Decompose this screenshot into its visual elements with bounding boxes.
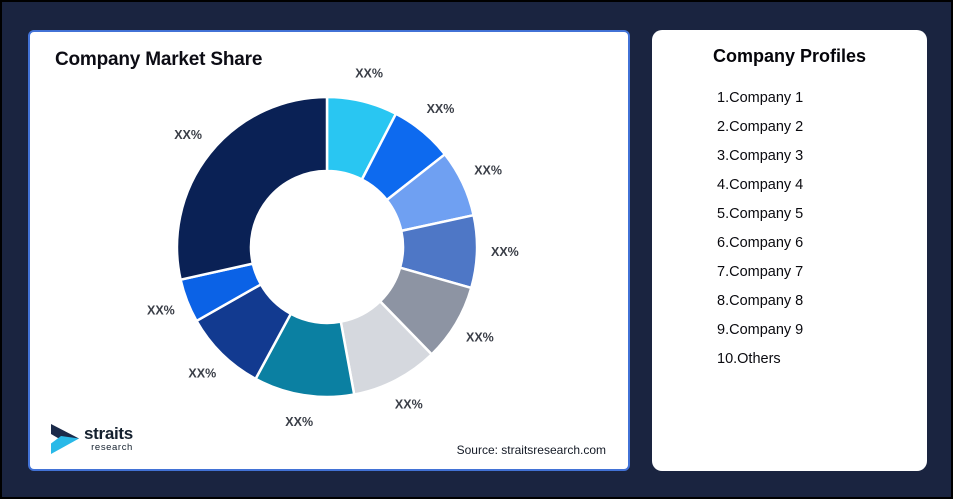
company-list-item: 3.Company 3 [717, 148, 804, 164]
company-list-item: 10.Others [717, 351, 781, 367]
segment-label-9: XX% [147, 303, 175, 317]
segment-label-7: XX% [285, 415, 313, 429]
company-list-item: 2.Company 2 [717, 119, 804, 135]
company-list-item: 4.Company 4 [717, 177, 804, 193]
company-list-item: 9.Company 9 [717, 322, 804, 338]
segment-label-8: XX% [188, 366, 216, 380]
donut-segment-10 [175, 95, 329, 281]
company-list-item: 6.Company 6 [717, 235, 804, 251]
straits-logo-icon [51, 424, 79, 454]
company-list: 1.Company 1 2.Company 2 3.Company 3 4.Compa… [717, 90, 927, 367]
company-list-item: 8.Company 8 [717, 293, 804, 309]
chart-title: Company Market Share [55, 49, 263, 70]
donut-chart: XX% XX% XX% XX% XX% XX% XX% XX% XX% XX% [147, 66, 519, 429]
segment-label-2: XX% [427, 102, 455, 116]
segment-label-5: XX% [466, 330, 494, 344]
segment-label-3: XX% [474, 163, 502, 177]
profiles-card: Company Profiles 1.Company 1 2.Company 2 3… [652, 30, 927, 471]
straits-logo-text: straits research [84, 425, 133, 453]
company-list-item: 7.Company 7 [717, 264, 804, 280]
chart-card: Company Market Share XX% XX% XX% XX% XX% XX% X… [28, 30, 630, 471]
segment-label-6: XX% [395, 397, 423, 411]
logo-subtitle: research [91, 442, 133, 454]
company-list-item: 1.Company 1 [717, 90, 804, 106]
logo-name: straits [84, 424, 133, 444]
straits-logo: straits research [50, 423, 133, 455]
profiles-title: Company Profiles [712, 46, 867, 66]
source-note: Source: straitsresearch.com [456, 443, 606, 457]
company-list-item: 5.Company 5 [717, 206, 804, 222]
segment-label-1: XX% [355, 66, 383, 80]
segment-label-10: XX% [174, 128, 202, 142]
segment-label-4: XX% [491, 245, 519, 259]
